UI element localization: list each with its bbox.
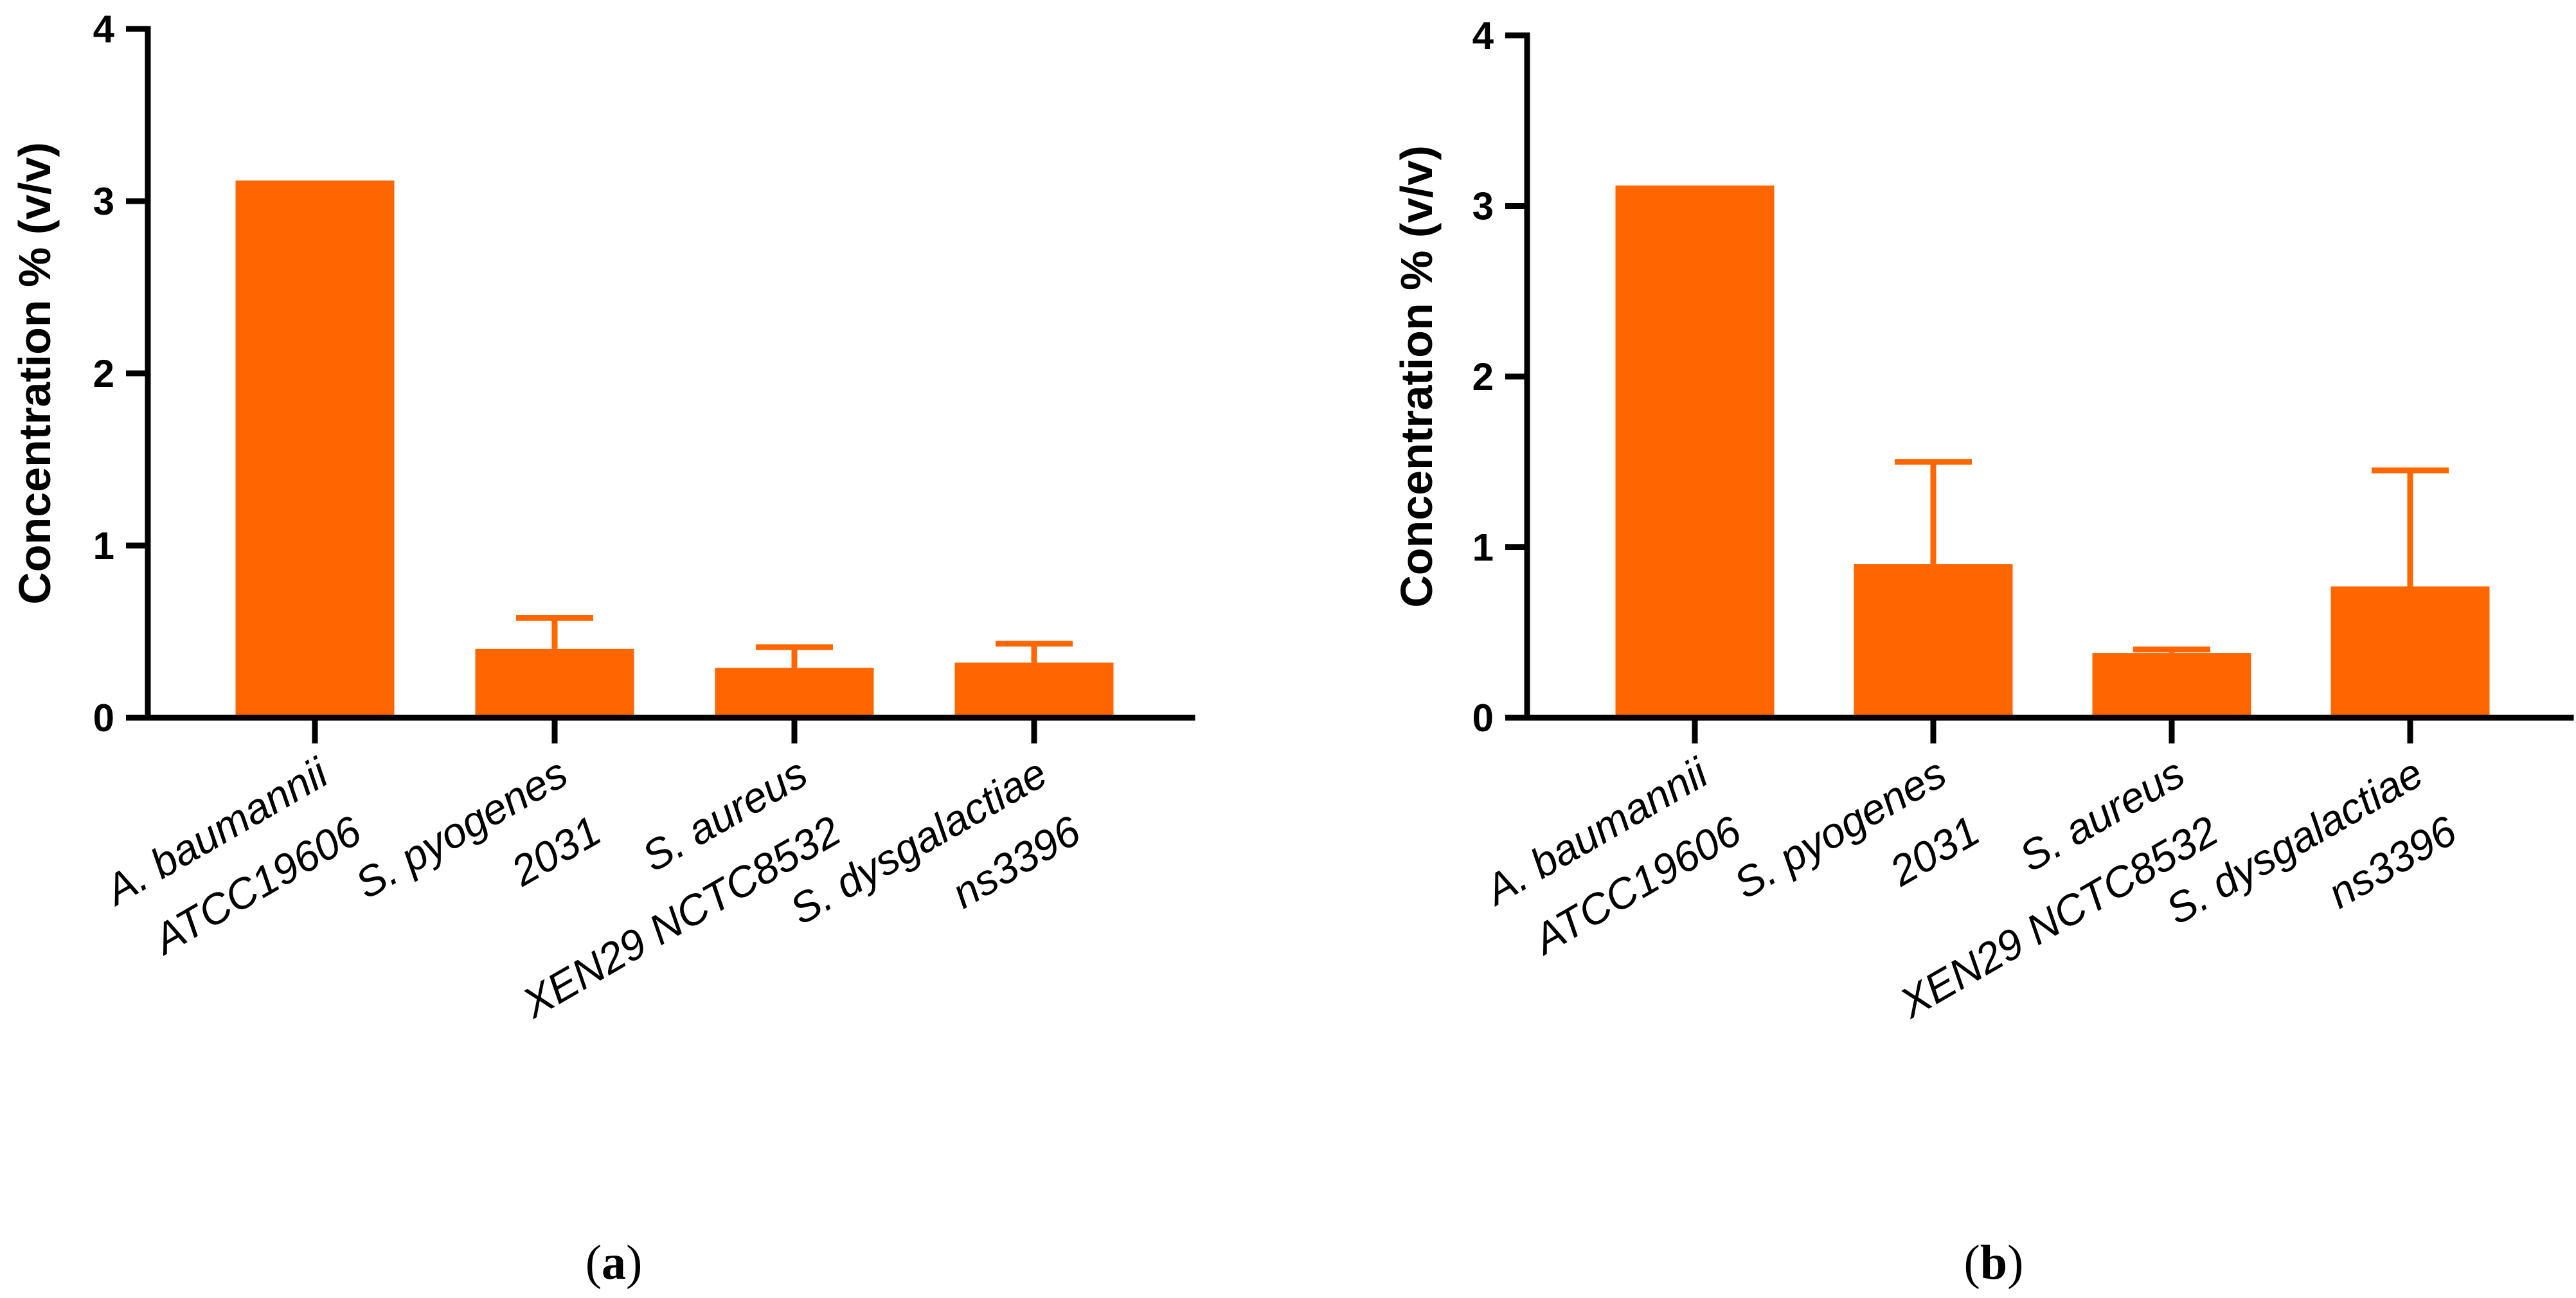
x-tick-label: S. dysgalactiaens3396	[782, 749, 1088, 991]
x-tick-label: S. pyogenes2031	[1726, 749, 1987, 966]
bar	[475, 648, 634, 718]
x-tick-label: S. pyogenes2031	[347, 749, 609, 966]
bar	[1615, 185, 1775, 718]
chart-panel-a: 0 1 2 3 4 Concentration % (v/v) A. baumanniiAT…	[10, 8, 1195, 1027]
y-axis-title: Concentration % (v/v)	[10, 142, 60, 605]
y-tick-label: 1	[93, 524, 114, 567]
bar	[2092, 653, 2251, 718]
bar	[2330, 586, 2490, 718]
bar	[954, 662, 1114, 718]
y-tick-label: 0	[1472, 697, 1494, 740]
y-tick-label: 2	[1472, 355, 1494, 398]
chart-panel-b: 0 1 2 3 4 Concentration % (v/v) A. baumanniiAT…	[1391, 14, 2574, 1027]
y-tick-label: 3	[93, 180, 114, 223]
bar	[1854, 564, 2013, 718]
y-tick-label: 3	[1472, 185, 1494, 228]
panel-label-b: (b)	[1964, 1236, 2024, 1290]
y-tick-label: 2	[93, 352, 114, 395]
y-tick-label: 4	[1472, 14, 1494, 57]
y-tick-label: 1	[1472, 526, 1494, 569]
bar	[715, 668, 874, 718]
bar	[235, 180, 395, 718]
y-axis-title: Concentration % (v/v)	[1391, 145, 1442, 608]
x-tick-label: A. baumanniiATCC19606	[95, 748, 370, 973]
panel-label-a: (a)	[586, 1236, 643, 1290]
y-tick-label: 0	[93, 697, 114, 740]
x-tick-label: S. dysgalactiaens3396	[2158, 749, 2464, 991]
y-tick-label: 4	[93, 8, 115, 51]
x-tick-label: A. baumanniiATCC19606	[1475, 748, 1750, 973]
